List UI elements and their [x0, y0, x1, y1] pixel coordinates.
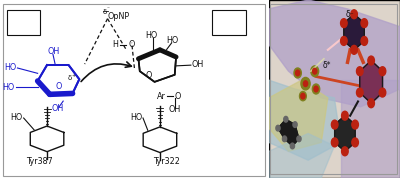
Circle shape [356, 88, 363, 97]
Text: HO: HO [4, 63, 16, 72]
Text: HO: HO [146, 31, 158, 40]
Text: Tyr322: Tyr322 [153, 158, 180, 166]
Text: O: O [174, 92, 180, 101]
Circle shape [356, 67, 363, 76]
Circle shape [276, 125, 280, 131]
Polygon shape [360, 61, 382, 103]
Circle shape [379, 88, 386, 97]
Polygon shape [335, 116, 355, 151]
Circle shape [331, 138, 338, 147]
Circle shape [297, 136, 301, 142]
Text: Ar: Ar [157, 92, 166, 101]
Text: δ⁻: δ⁻ [346, 10, 354, 19]
Circle shape [293, 122, 297, 127]
Text: ⁻: ⁻ [107, 7, 110, 12]
Circle shape [312, 84, 320, 94]
FancyBboxPatch shape [269, 0, 400, 178]
Circle shape [290, 143, 294, 149]
Text: HO: HO [130, 113, 142, 122]
FancyBboxPatch shape [212, 10, 246, 35]
Polygon shape [138, 50, 176, 82]
Circle shape [331, 120, 338, 129]
Polygon shape [269, 0, 400, 107]
Text: OH: OH [192, 61, 204, 69]
Text: δ: δ [103, 9, 107, 15]
Circle shape [301, 93, 305, 99]
FancyBboxPatch shape [7, 10, 40, 35]
FancyBboxPatch shape [3, 4, 265, 176]
Text: H: H [113, 40, 118, 49]
Circle shape [282, 136, 287, 142]
Circle shape [314, 86, 318, 92]
Text: O: O [56, 82, 62, 91]
Circle shape [361, 36, 368, 45]
Circle shape [351, 10, 357, 19]
Circle shape [379, 67, 386, 76]
Text: HO: HO [10, 113, 23, 122]
Circle shape [340, 36, 347, 45]
Circle shape [296, 70, 300, 76]
Text: OH: OH [168, 105, 181, 114]
Polygon shape [341, 80, 400, 178]
Circle shape [304, 81, 308, 87]
Circle shape [368, 56, 374, 65]
Circle shape [340, 19, 347, 28]
Text: HO: HO [2, 83, 15, 92]
Polygon shape [269, 80, 328, 151]
Polygon shape [143, 127, 177, 153]
Text: δ: δ [67, 75, 72, 81]
Polygon shape [30, 126, 64, 152]
Polygon shape [269, 134, 334, 178]
Text: Tyr387: Tyr387 [26, 157, 52, 166]
Text: O: O [128, 40, 135, 49]
Circle shape [311, 66, 319, 77]
Polygon shape [269, 80, 341, 160]
Circle shape [313, 68, 317, 74]
Circle shape [361, 19, 368, 28]
Text: OH: OH [52, 104, 64, 113]
Text: OpNP: OpNP [107, 12, 129, 21]
Text: O: O [146, 71, 152, 80]
Circle shape [301, 77, 310, 90]
Text: HO: HO [166, 36, 178, 45]
Text: +: + [71, 73, 75, 78]
Text: +1: +1 [222, 18, 236, 27]
Circle shape [284, 116, 288, 122]
Polygon shape [344, 14, 364, 50]
Circle shape [352, 120, 358, 129]
Polygon shape [38, 65, 79, 94]
Text: δ*: δ* [322, 61, 331, 70]
Circle shape [300, 91, 306, 101]
Circle shape [352, 138, 358, 147]
Circle shape [342, 147, 348, 156]
Circle shape [368, 99, 374, 108]
Circle shape [294, 68, 301, 78]
Text: -1: -1 [19, 18, 28, 27]
Circle shape [342, 111, 348, 120]
Circle shape [351, 45, 357, 54]
Text: OH: OH [48, 47, 60, 56]
Polygon shape [278, 119, 299, 146]
